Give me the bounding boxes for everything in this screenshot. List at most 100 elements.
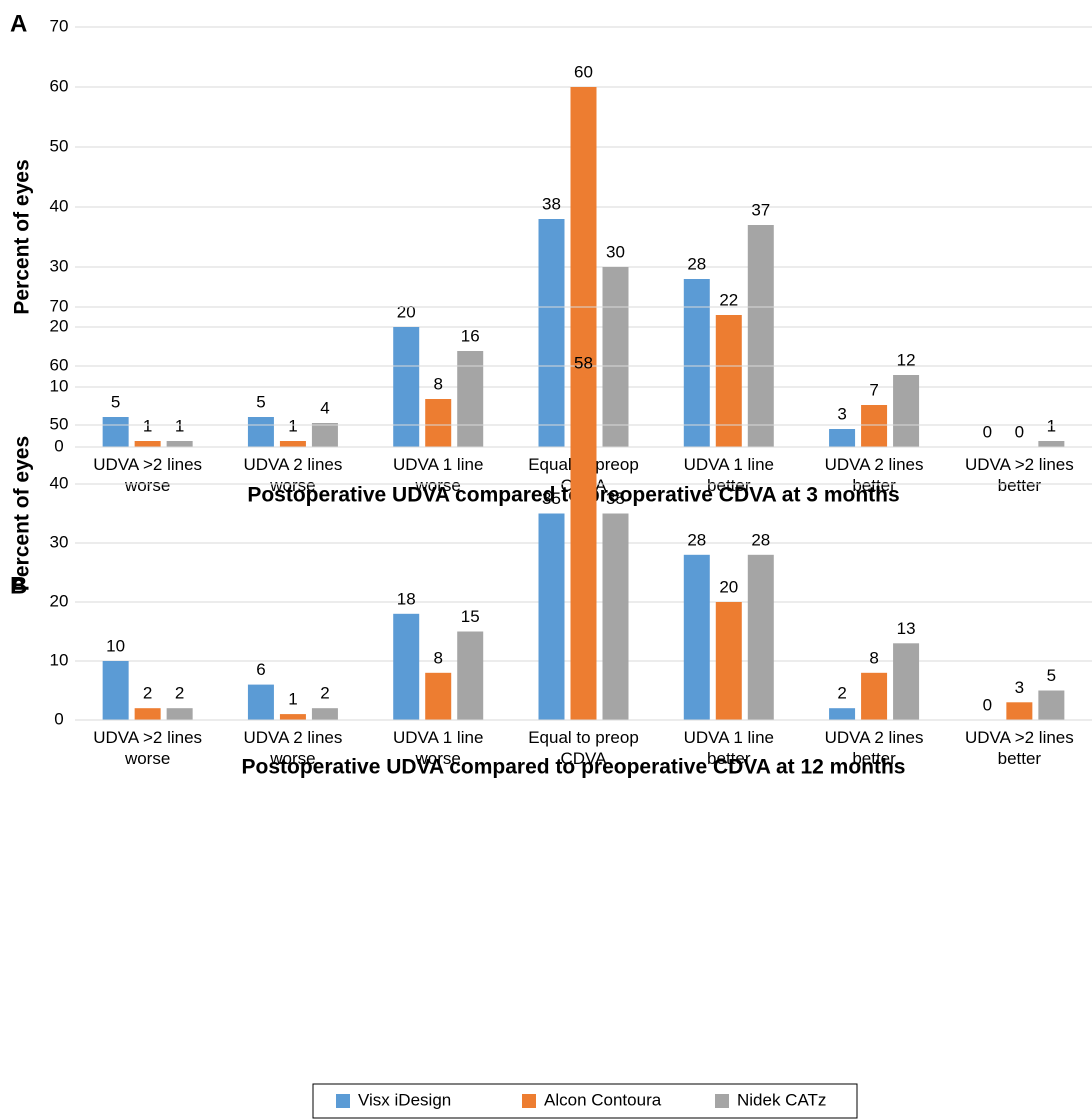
value-label: 5 bbox=[1047, 666, 1056, 685]
x-tick-label: UDVA >2 lines worse bbox=[93, 728, 202, 768]
value-label: 16 bbox=[461, 326, 480, 345]
legend-label: Visx iDesign bbox=[358, 1090, 451, 1109]
value-label: 0 bbox=[983, 422, 992, 441]
bar bbox=[134, 708, 161, 720]
y-tick-label: 0 bbox=[54, 436, 63, 455]
value-label: 1 bbox=[175, 416, 184, 435]
y-tick-label: 20 bbox=[50, 591, 69, 610]
bar bbox=[393, 327, 420, 447]
bar bbox=[861, 672, 888, 720]
bar bbox=[1006, 702, 1033, 720]
legend-label: Nidek CATz bbox=[737, 1090, 826, 1109]
y-tick-label: 50 bbox=[50, 414, 69, 433]
value-label: 20 bbox=[397, 302, 416, 321]
y-tick-label: 70 bbox=[50, 296, 69, 315]
bar bbox=[570, 377, 597, 720]
bar bbox=[683, 554, 710, 720]
bar bbox=[166, 441, 193, 447]
x-tick-label: UDVA >2 lines worse bbox=[93, 455, 202, 495]
bar bbox=[393, 613, 420, 720]
value-label: 13 bbox=[897, 619, 916, 638]
bar bbox=[538, 219, 565, 447]
value-label: 60 bbox=[574, 62, 593, 81]
bar bbox=[457, 351, 484, 447]
value-label: 38 bbox=[542, 194, 561, 213]
x-tick-label: UDVA >2 lines better bbox=[965, 728, 1074, 768]
y-tick-label: 60 bbox=[50, 355, 69, 374]
value-label: 2 bbox=[320, 684, 329, 703]
bar bbox=[247, 417, 274, 447]
value-label: 35 bbox=[606, 489, 625, 508]
value-label: 4 bbox=[320, 398, 329, 417]
legend-swatch bbox=[336, 1094, 350, 1108]
y-tick-label: 40 bbox=[50, 196, 69, 215]
value-label: 0 bbox=[1015, 422, 1024, 441]
bar bbox=[247, 684, 274, 720]
bar bbox=[538, 513, 565, 720]
value-label: 2 bbox=[175, 684, 184, 703]
value-label: 20 bbox=[719, 577, 738, 596]
value-label: 28 bbox=[687, 530, 706, 549]
y-tick-label: 40 bbox=[50, 473, 69, 492]
bar bbox=[279, 441, 306, 447]
y-tick-label: 60 bbox=[50, 76, 69, 95]
x-tick-label: UDVA 1 line better bbox=[684, 455, 774, 495]
bar bbox=[1038, 690, 1065, 720]
y-axis-title: Percent of eyes bbox=[11, 159, 34, 314]
value-label: 1 bbox=[143, 416, 152, 435]
bar bbox=[425, 672, 452, 720]
x-tick-label: UDVA 1 line better bbox=[684, 728, 774, 768]
value-label: 8 bbox=[433, 648, 442, 667]
value-label: 3 bbox=[1015, 678, 1024, 697]
bar bbox=[715, 602, 742, 720]
value-label: 8 bbox=[869, 648, 878, 667]
bar bbox=[166, 708, 193, 720]
value-label: 3 bbox=[837, 404, 846, 423]
legend: Visx iDesign Alcon Contoura Nidek CATz bbox=[312, 1083, 858, 1119]
bar bbox=[829, 429, 856, 447]
x-tick-label: UDVA 1 line worse bbox=[393, 455, 483, 495]
value-label: 7 bbox=[869, 380, 878, 399]
value-label: 1 bbox=[288, 690, 297, 709]
x-tick-label: UDVA 2 lines better bbox=[825, 455, 924, 495]
bar bbox=[279, 714, 306, 720]
bar bbox=[861, 405, 888, 447]
legend-swatch bbox=[522, 1094, 536, 1108]
bar bbox=[715, 315, 742, 447]
y-axis-title: Percent of eyes bbox=[11, 436, 34, 591]
value-label: 5 bbox=[111, 392, 120, 411]
y-tick-label: 10 bbox=[50, 376, 69, 395]
x-tick-label: UDVA 1 line worse bbox=[393, 728, 483, 768]
value-label: 6 bbox=[256, 660, 265, 679]
bar bbox=[602, 513, 629, 720]
bar bbox=[683, 279, 710, 447]
bar bbox=[602, 267, 629, 447]
y-tick-label: 10 bbox=[50, 650, 69, 669]
bar bbox=[893, 643, 920, 720]
bar bbox=[747, 225, 774, 447]
value-label: 28 bbox=[751, 530, 770, 549]
y-tick-label: 30 bbox=[50, 256, 69, 275]
value-label: 2 bbox=[837, 684, 846, 703]
bar bbox=[102, 661, 129, 720]
bar bbox=[457, 631, 484, 720]
value-label: 58 bbox=[574, 353, 593, 372]
x-tick-label: UDVA 2 lines better bbox=[825, 728, 924, 768]
bar bbox=[311, 423, 338, 447]
value-label: 30 bbox=[606, 242, 625, 261]
value-label: 35 bbox=[542, 489, 561, 508]
y-tick-label: 70 bbox=[50, 16, 69, 35]
x-tick-label: UDVA 2 lines worse bbox=[243, 455, 342, 495]
bar bbox=[893, 375, 920, 447]
y-tick-label: 0 bbox=[54, 709, 63, 728]
legend-label: Alcon Contoura bbox=[544, 1090, 662, 1109]
bar bbox=[102, 417, 129, 447]
value-label: 22 bbox=[719, 290, 738, 309]
value-label: 2 bbox=[143, 684, 152, 703]
value-label: 8 bbox=[433, 374, 442, 393]
legend-box bbox=[312, 1083, 858, 1119]
bar bbox=[311, 708, 338, 720]
